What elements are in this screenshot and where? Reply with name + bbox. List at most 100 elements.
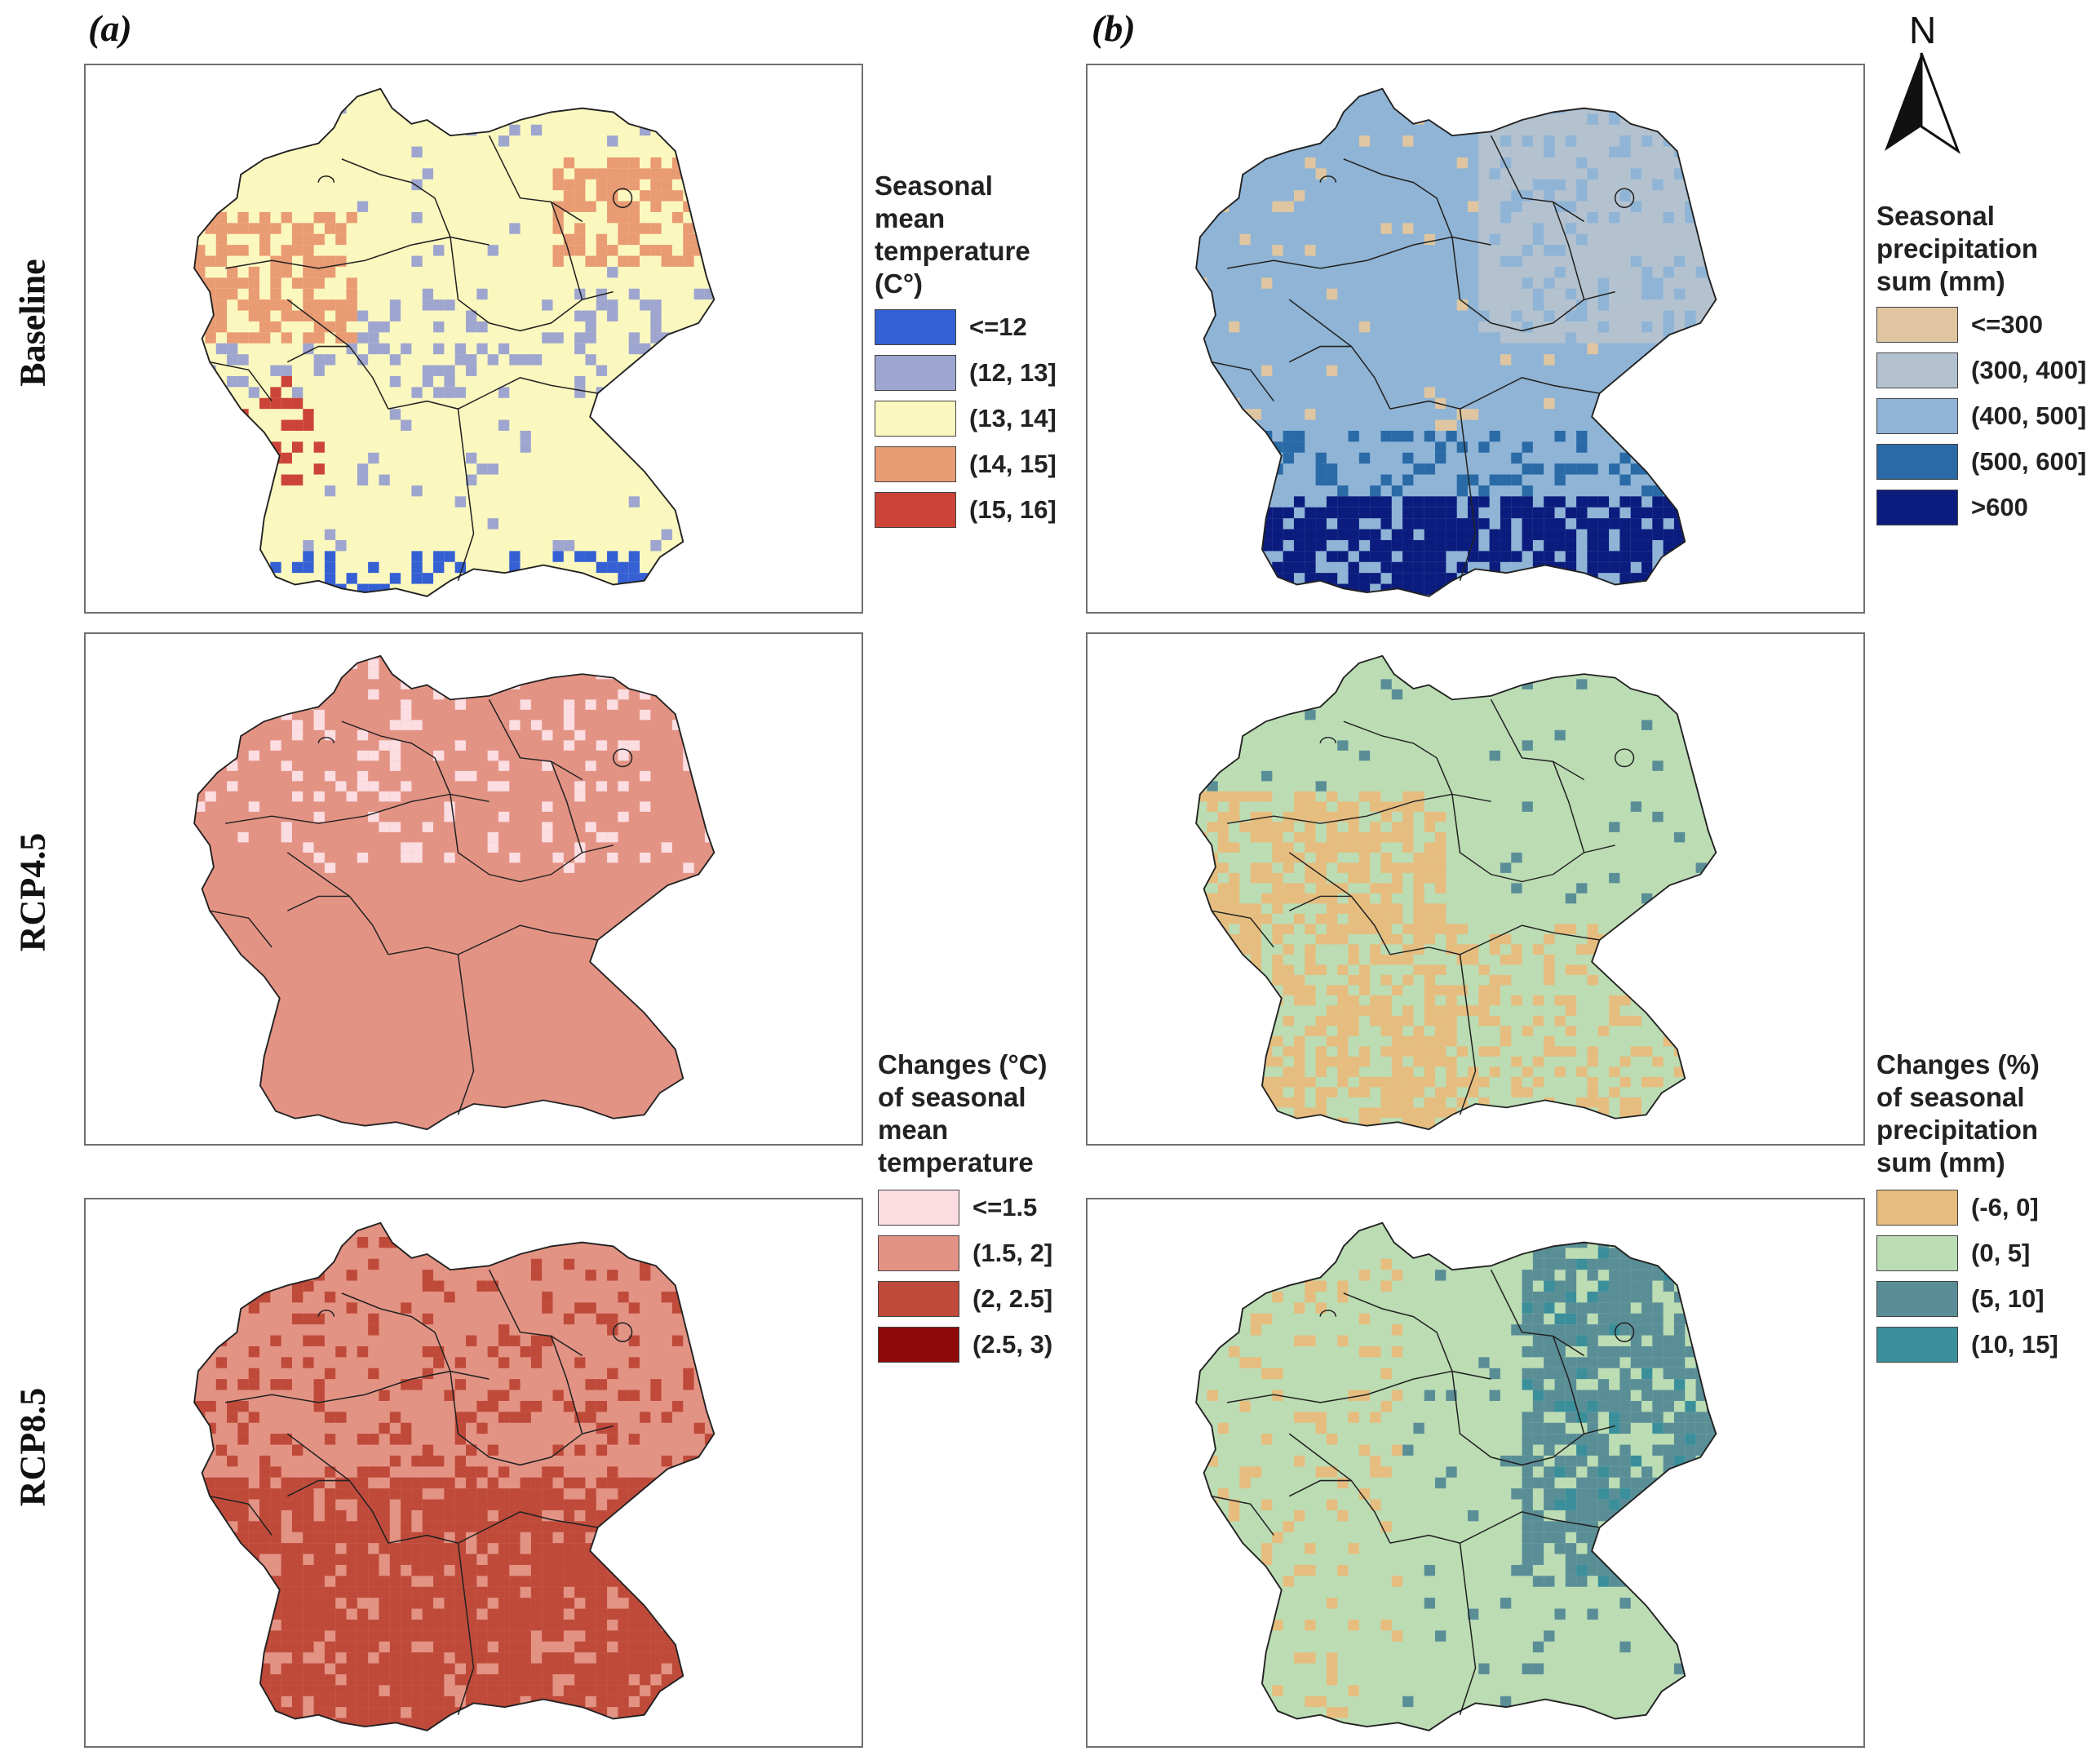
grid-cell [1348,1015,1359,1026]
grid-cell [716,1642,726,1652]
grid-cell [1348,561,1359,574]
grid-cell [422,1608,434,1620]
grid-cell [1630,441,1642,453]
grid-cell [1630,954,1642,965]
grid-cell [422,1619,434,1631]
grid-cell [716,1718,726,1729]
grid-cell [1207,1226,1218,1237]
grid-cell [1576,1390,1588,1401]
grid-cell [411,1674,423,1686]
grid-cell [248,1412,260,1423]
grid-cell [1424,822,1436,832]
grid-cell [389,1619,401,1631]
grid-cell [401,1521,412,1532]
grid-cell [1315,1046,1327,1057]
grid-cell [291,419,303,431]
grid-cell [1456,474,1468,485]
grid-cell [1337,903,1349,914]
grid-cell [716,1390,726,1401]
grid-cell [585,551,596,562]
grid-cell [1326,474,1338,485]
grid-cell [237,1477,249,1489]
grid-cell [368,1258,379,1270]
grid-cell [313,1685,325,1696]
grid-cell [379,474,390,485]
grid-cell [1337,551,1349,562]
grid-cell [498,419,510,431]
grid-cell [716,180,726,190]
grid-cell [1554,124,1566,136]
grid-cell [585,1499,596,1510]
grid-cell [411,1488,423,1500]
grid-cell [1207,1066,1218,1077]
grid-cell [618,375,629,388]
grid-cell [401,1510,412,1522]
grid-cell [259,223,271,234]
grid-cell [574,594,586,596]
grid-cell [444,1619,455,1631]
grid-cell [596,1379,608,1390]
grid-cell [596,1477,608,1489]
grid-cell [1695,168,1707,180]
grid-cell [487,1608,498,1620]
grid-cell [433,1663,445,1674]
grid-cell [454,1455,466,1467]
grid-cell [389,1685,401,1696]
grid-cell [1544,397,1555,410]
grid-cell [205,709,216,720]
grid-cell [1489,299,1500,311]
grid-cell [530,1532,543,1544]
grid-cell [1391,561,1403,574]
grid-cell [1673,1521,1686,1532]
grid-cell [1576,964,1588,975]
grid-cell [1478,266,1490,278]
grid-cell [1565,964,1577,975]
grid-cell [1380,496,1392,508]
grid-cell [1424,964,1436,975]
grid-cell [520,1499,531,1510]
grid-cell [291,1641,303,1653]
grid-cell [1413,1056,1424,1067]
panel-letter-b: (b) [1092,7,1136,49]
grid-cell [422,1499,434,1510]
grid-cell [237,1718,249,1729]
grid-cell [585,1302,596,1314]
grid-cell [444,1488,455,1500]
grid-cell [1293,831,1305,843]
grid-cell [618,689,629,700]
grid-cell [1597,1455,1610,1467]
grid-cell [1261,770,1273,782]
grid-cell [1348,954,1359,965]
grid-cell [1652,1554,1664,1565]
grid-cell [1630,496,1642,508]
grid-cell [1337,1280,1349,1292]
grid-cell [379,740,390,751]
grid-cell [281,1499,292,1510]
grid-cell [1706,1576,1717,1587]
grid-cell [303,332,314,344]
grid-cell [1673,1412,1686,1423]
grid-cell [1673,985,1686,995]
grid-cell [444,1543,455,1554]
state-border [1490,1269,1585,1357]
grid-cell [1424,561,1436,574]
legend-change-temp: Changes (°C) of seasonal mean temperatur… [878,1048,1052,1372]
grid-cell [1391,1087,1403,1097]
grid-cell [607,211,618,224]
grid-cell [259,1543,271,1554]
grid-cell [1565,168,1577,180]
grid-cell [1587,277,1598,289]
grid-cell [411,1619,423,1631]
grid-cell [1522,1226,1533,1237]
grid-cell [465,1564,477,1576]
legend-swatch [1876,352,1958,388]
grid-cell [1511,288,1522,300]
grid-cell [1619,1368,1631,1380]
grid-cell [1532,1107,1544,1118]
grid-cell [1283,507,1294,519]
grid-cell [607,594,618,596]
grid-cell [1446,507,1457,519]
grid-cell [1261,658,1273,669]
grid-cell [1619,277,1631,289]
grid-cell [1565,551,1577,562]
